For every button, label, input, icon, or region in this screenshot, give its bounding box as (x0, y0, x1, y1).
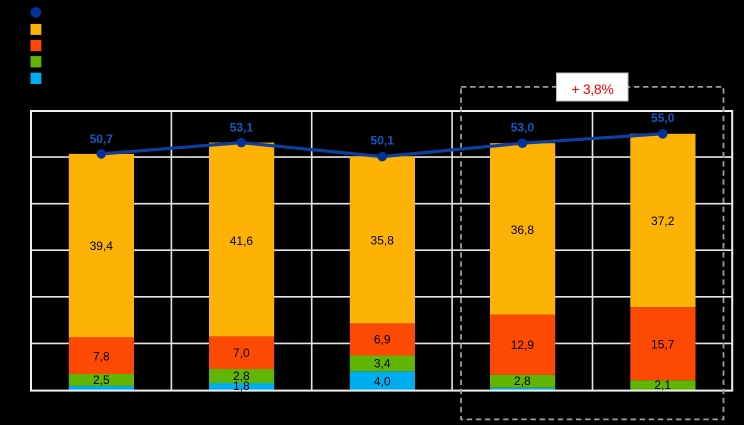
svg-text:50,1: 50,1 (371, 133, 395, 147)
svg-text:50,7: 50,7 (90, 132, 114, 146)
svg-text:4,0: 4,0 (374, 375, 391, 389)
svg-text:2,1: 2,1 (654, 378, 671, 392)
svg-text:12,9: 12,9 (511, 338, 535, 352)
svg-text:7,0: 7,0 (233, 346, 250, 360)
svg-text:37,2: 37,2 (651, 214, 675, 228)
svg-text:53,1: 53,1 (230, 121, 254, 135)
svg-text:36,8: 36,8 (511, 223, 535, 237)
svg-text:6,9: 6,9 (374, 333, 391, 347)
svg-text:2,8: 2,8 (233, 369, 250, 383)
svg-text:2,8: 2,8 (514, 374, 531, 388)
svg-text:15,7: 15,7 (651, 338, 675, 352)
svg-text:35,8: 35,8 (371, 233, 395, 247)
svg-text:3,4: 3,4 (374, 356, 391, 370)
svg-text:+ 3,8%: + 3,8% (572, 81, 614, 97)
svg-text:39,4: 39,4 (90, 239, 114, 253)
svg-text:55,0: 55,0 (651, 111, 675, 125)
svg-text:2,5: 2,5 (93, 373, 110, 387)
svg-text:53,0: 53,0 (511, 121, 535, 135)
svg-text:7,8: 7,8 (93, 349, 110, 363)
svg-text:41,6: 41,6 (230, 234, 254, 248)
svg-text:1,8: 1,8 (233, 379, 250, 393)
